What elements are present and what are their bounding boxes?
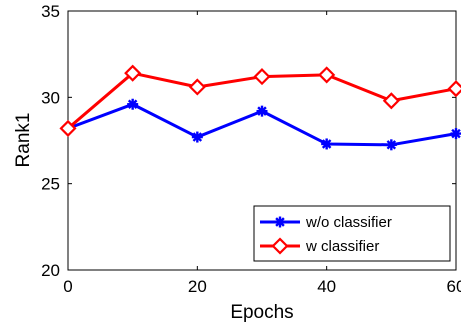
marker-stroke: [451, 128, 461, 139]
data-point: [191, 131, 203, 143]
marker-stroke: [386, 140, 397, 150]
y-tick-label: 35: [41, 2, 60, 21]
marker-stroke: [257, 106, 267, 116]
legend-label: w/o classifier: [305, 214, 392, 231]
y-tick-label: 25: [41, 175, 60, 194]
data-point: [256, 105, 268, 117]
marker-stroke: [192, 132, 203, 142]
legend-marker: [271, 237, 289, 255]
series-1: [59, 64, 461, 137]
data-point: [127, 98, 139, 110]
legend-label: w classifier: [305, 238, 379, 255]
series-layer: [59, 64, 461, 151]
y-tick-label: 30: [41, 88, 60, 107]
y-axis-label: Rank1: [13, 113, 34, 168]
x-tick-label: 60: [447, 277, 461, 296]
data-point: [385, 139, 397, 151]
data-point: [188, 78, 206, 96]
legend-entry-0: w/o classifier: [260, 214, 392, 231]
data-point: [321, 138, 333, 150]
axis-ticks: [67, 10, 457, 271]
data-point: [318, 66, 336, 84]
legend-entry-1: w classifier: [260, 237, 379, 255]
data-point: [124, 64, 142, 82]
x-tick-label: 20: [188, 277, 207, 296]
marker-stroke: [275, 217, 285, 227]
x-tick-label: 0: [63, 277, 72, 296]
data-point: [382, 92, 400, 110]
legend-marker: [274, 216, 286, 228]
data-point: [450, 128, 461, 140]
legend: w/o classifier w classifier: [253, 205, 451, 262]
y-tick-label: 20: [41, 261, 60, 280]
marker-stroke: [127, 99, 138, 109]
series-0: [62, 98, 461, 151]
x-tick-label: 40: [317, 277, 336, 296]
marker-stroke: [321, 139, 332, 149]
legend-box: [253, 205, 451, 262]
data-point: [253, 68, 271, 86]
data-point: [59, 119, 77, 137]
x-axis-label: Epochs: [230, 302, 293, 323]
